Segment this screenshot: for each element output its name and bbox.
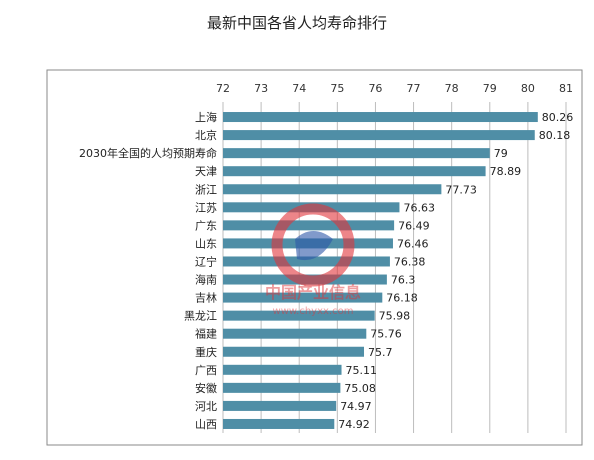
value-label: 76.46: [397, 237, 429, 250]
value-label: 76.3: [391, 274, 416, 287]
x-tick-label: 74: [292, 82, 306, 95]
category-label: 安徽: [195, 381, 217, 395]
bar: [223, 328, 367, 339]
chart-title: 最新中国各省人均寿命排行: [206, 14, 387, 32]
category-label: 天津: [195, 165, 217, 178]
bar: [223, 148, 490, 159]
value-label: 75.7: [368, 346, 393, 359]
value-label: 75.98: [379, 310, 411, 323]
watermark-url: www.chyxx.com: [273, 306, 354, 317]
x-tick-label: 77: [407, 82, 421, 95]
value-label: 76.63: [403, 201, 435, 214]
watermark-ring: [271, 203, 355, 287]
category-label: 吉林: [195, 291, 217, 305]
value-label: 74.92: [338, 418, 370, 431]
bar: [223, 346, 365, 357]
value-label: 76.38: [394, 255, 426, 268]
value-label: 76.18: [386, 292, 418, 305]
x-tick-label: 79: [483, 82, 497, 95]
value-label: 75.11: [346, 364, 378, 377]
x-tick-label: 81: [559, 82, 573, 95]
bar: [223, 292, 383, 303]
bars: [223, 112, 538, 429]
watermark-swoosh: [295, 231, 333, 261]
x-tick-label: 76: [368, 82, 382, 95]
value-labels: 80.26 80.18 79 78.89 77.73 76.63 76.49 76.46 76.…: [338, 111, 573, 431]
bar: [223, 382, 341, 393]
bar: [223, 400, 337, 411]
plot-frame: [46, 69, 583, 446]
x-tick-label: 80: [521, 82, 535, 95]
category-label: 上海: [195, 110, 217, 124]
category-label: 山东: [195, 237, 217, 250]
bar: [223, 166, 486, 177]
value-label: 74.97: [340, 400, 372, 413]
value-label: 80.18: [539, 129, 571, 142]
x-tick-label: 73: [254, 82, 268, 95]
bar: [223, 112, 538, 123]
value-label: 78.89: [490, 165, 522, 178]
category-label: 黑龙江: [184, 310, 217, 323]
value-label: 75.08: [344, 382, 376, 395]
value-label: 77.73: [445, 183, 477, 196]
x-tick-label: 78: [445, 82, 459, 95]
category-label: 北京: [195, 128, 217, 142]
watermark-name: 中国产业信息: [265, 283, 361, 302]
bar: [223, 256, 390, 267]
category-label: 福建: [195, 327, 217, 341]
value-label: 76.49: [398, 219, 430, 232]
category-label: 海南: [195, 273, 217, 287]
category-label: 2030年全国的人均预期寿命: [79, 146, 217, 160]
category-label: 辽宁: [195, 254, 217, 268]
bar: [223, 364, 342, 375]
bar: [223, 184, 442, 195]
category-label: 重庆: [195, 345, 217, 359]
x-tick-label: 72: [216, 82, 230, 95]
bar: [223, 130, 535, 141]
bar: [223, 418, 335, 429]
value-label: 75.76: [370, 328, 402, 341]
category-label: 广西: [195, 364, 217, 377]
value-label: 80.26: [542, 111, 574, 124]
x-tick-label: 75: [330, 82, 344, 95]
x-tick-labels: 72 73 74 75 76 77 78 79 80 81: [216, 82, 573, 95]
category-label: 江苏: [195, 201, 217, 214]
category-label: 河北: [195, 400, 217, 413]
category-label: 山西: [195, 418, 217, 431]
value-label: 79: [494, 147, 508, 160]
watermark-logo: 中国产业信息 www.chyxx.com: [265, 203, 361, 317]
bar: [223, 310, 375, 321]
category-label: 广东: [195, 219, 217, 232]
category-label: 浙江: [195, 183, 217, 196]
bar: [223, 220, 395, 231]
